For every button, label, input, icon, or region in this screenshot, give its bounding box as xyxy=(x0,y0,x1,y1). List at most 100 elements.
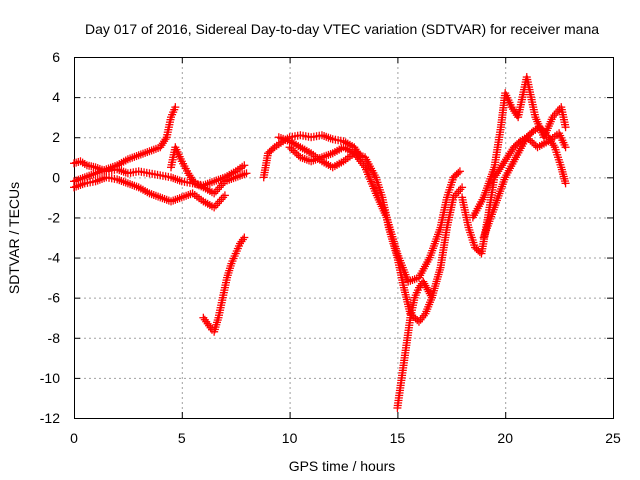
x-tick-label: 15 xyxy=(390,430,406,446)
data-point xyxy=(561,123,570,132)
data-point xyxy=(419,311,428,320)
data-point xyxy=(238,235,247,244)
y-tick-label: -12 xyxy=(40,410,60,426)
data-point xyxy=(508,105,517,114)
data-point xyxy=(158,139,167,148)
data-point xyxy=(202,317,211,326)
data-point xyxy=(561,179,570,188)
data-point xyxy=(522,133,531,142)
data-point xyxy=(493,169,502,178)
data-point xyxy=(505,149,514,158)
data-point xyxy=(350,149,359,158)
data-point xyxy=(414,317,423,326)
plot-frame xyxy=(74,57,614,419)
data-point xyxy=(184,169,193,178)
data-point xyxy=(420,279,429,288)
data-point xyxy=(502,155,511,164)
data-point xyxy=(210,189,219,198)
data-point xyxy=(423,285,432,294)
data-point xyxy=(548,113,557,122)
data-point xyxy=(213,185,222,194)
data-point xyxy=(210,203,219,212)
data-point xyxy=(529,139,538,148)
data-point xyxy=(292,149,301,158)
axis-ticks xyxy=(74,57,614,419)
data-point xyxy=(357,159,366,168)
data-point xyxy=(503,153,512,162)
data-point xyxy=(498,161,507,170)
data-point xyxy=(416,315,425,324)
data-point xyxy=(510,107,519,116)
data-point xyxy=(186,173,195,182)
y-tick-label: 0 xyxy=(52,169,60,185)
data-point xyxy=(203,319,212,328)
data-point xyxy=(424,287,433,296)
data-point xyxy=(426,291,435,300)
grid-lines xyxy=(74,57,613,418)
data-point xyxy=(211,187,220,196)
x-tick-label: 5 xyxy=(178,430,186,446)
y-tick-label: -6 xyxy=(48,290,61,306)
data-point xyxy=(219,193,228,202)
data-point xyxy=(205,321,214,330)
data-point xyxy=(553,107,562,116)
data-point xyxy=(455,167,464,176)
y-tick-label: 4 xyxy=(52,89,60,105)
data-point xyxy=(499,159,508,168)
data-point xyxy=(206,323,215,332)
data-point xyxy=(237,237,246,246)
data-point xyxy=(188,175,197,184)
x-tick-label: 20 xyxy=(497,430,513,446)
data-point xyxy=(421,281,430,290)
data-point xyxy=(549,141,558,150)
data-point xyxy=(161,135,170,144)
data-point xyxy=(422,283,431,292)
data-point xyxy=(211,201,220,210)
y-axis-label: SDTVAR / TECUs xyxy=(6,182,22,294)
data-point xyxy=(185,171,194,180)
data-point xyxy=(353,153,362,162)
x-tick-label: 0 xyxy=(70,430,78,446)
y-tick-label: -2 xyxy=(48,209,61,225)
data-point xyxy=(213,199,222,208)
data-point xyxy=(351,151,360,160)
data-point xyxy=(156,143,165,152)
data-point xyxy=(507,103,516,112)
data-point xyxy=(287,144,296,153)
data-point xyxy=(242,169,251,178)
data-point xyxy=(454,168,463,177)
chart-title: Day 017 of 2016, Sidereal Day-to-day VTE… xyxy=(85,21,599,37)
data-point xyxy=(157,141,166,150)
data-point xyxy=(526,136,535,145)
data-point xyxy=(504,151,513,160)
data-point xyxy=(454,187,463,196)
data-point xyxy=(452,189,461,198)
data-point xyxy=(356,157,365,166)
data-point xyxy=(561,143,570,152)
data-point xyxy=(217,181,226,190)
data-point xyxy=(240,161,249,170)
data-point xyxy=(359,161,368,170)
data-point xyxy=(458,183,467,192)
data-point xyxy=(552,109,561,118)
data-point xyxy=(160,137,169,146)
data-point xyxy=(456,185,465,194)
data-point xyxy=(217,195,226,204)
data-point xyxy=(220,191,229,200)
data-point xyxy=(528,138,537,147)
y-tick-label: 2 xyxy=(52,129,60,145)
data-point xyxy=(290,148,299,157)
data-points xyxy=(70,73,570,412)
data-point xyxy=(215,197,224,206)
x-axis-label: GPS time / hours xyxy=(289,458,396,474)
x-tick-label: 10 xyxy=(282,430,298,446)
data-point xyxy=(419,277,428,286)
data-point xyxy=(215,183,224,192)
data-point xyxy=(289,146,298,155)
data-point xyxy=(236,239,245,248)
data-point xyxy=(354,155,363,164)
data-point xyxy=(414,283,423,292)
data-point xyxy=(451,191,460,200)
